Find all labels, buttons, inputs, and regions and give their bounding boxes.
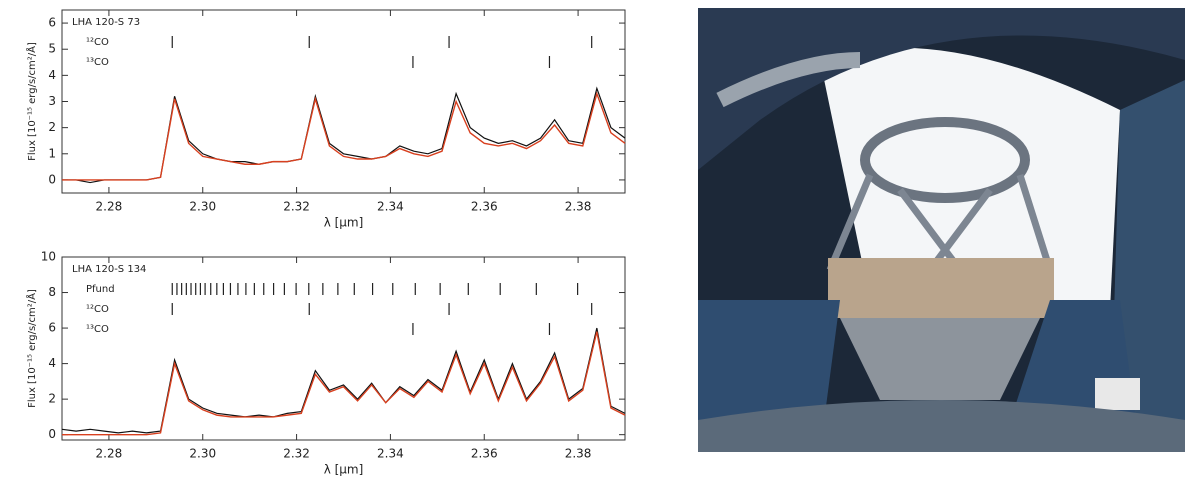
x-tick-label: 2.38: [565, 447, 592, 461]
x-tick-label: 2.36: [471, 200, 498, 214]
y-tick-label: 2: [48, 392, 56, 406]
marker-label: ¹²CO: [86, 37, 109, 48]
x-tick-label: 2.34: [377, 200, 404, 214]
y-tick-label: 8: [48, 285, 56, 299]
marker-label: Pfund: [86, 284, 115, 295]
marker-label: ¹³CO: [86, 324, 109, 335]
y-tick-label: 4: [48, 356, 56, 370]
x-tick-label: 2.38: [565, 200, 592, 214]
x-tick-label: 2.28: [96, 447, 123, 461]
y-tick-label: 6: [48, 321, 56, 335]
x-tick-label: 2.30: [189, 200, 216, 214]
y-tick-label: 3: [48, 94, 56, 108]
spectrum-line: [61, 327, 626, 434]
y-tick-label: 5: [48, 42, 56, 56]
y-tick-label: 10: [41, 250, 56, 264]
spectrum-line: [62, 86, 626, 184]
chart: 2.28 2.30 2.32 2.34 2.36 2.38 0 1 2 3 4 5 6 λ [μm] Flu…: [25, 9, 626, 230]
telescope-photo: [698, 8, 1185, 452]
y-axis-label: Flux [10⁻¹⁵ erg/s/cm²/Å]: [25, 42, 38, 161]
y-tick-label: 6: [48, 16, 56, 30]
x-tick-label: 2.30: [189, 447, 216, 461]
plot-frame: [61, 9, 626, 194]
chart: 2.28 2.30 2.32 2.34 2.36 2.38 0 2 4 6 8 10 λ [μm] Flu…: [25, 250, 626, 477]
marker-label: ¹³CO: [86, 57, 109, 68]
spectrum-line: [62, 331, 626, 436]
marker-label: ¹²CO: [86, 304, 109, 315]
x-tick-label: 2.28: [96, 200, 123, 214]
x-axis-label: λ [μm]: [324, 216, 364, 230]
spectrum-line: [62, 91, 626, 181]
y-axis-label: Flux [10⁻¹⁵ erg/s/cm²/Å]: [25, 289, 38, 408]
chart-title: LHA 120-S 134: [72, 264, 146, 275]
plot-frame: [61, 256, 626, 441]
y-tick-label: 1: [48, 146, 56, 160]
x-tick-label: 2.36: [471, 447, 498, 461]
y-tick-label: 0: [48, 172, 56, 186]
x-tick-label: 2.32: [283, 447, 310, 461]
x-tick-label: 2.34: [377, 447, 404, 461]
x-axis-label: λ [μm]: [324, 463, 364, 477]
y-tick-label: 2: [48, 120, 56, 134]
chart-title: LHA 120-S 73: [72, 17, 140, 28]
y-tick-label: 4: [48, 68, 56, 82]
y-tick-label: 0: [48, 427, 56, 441]
x-tick-label: 2.32: [283, 200, 310, 214]
